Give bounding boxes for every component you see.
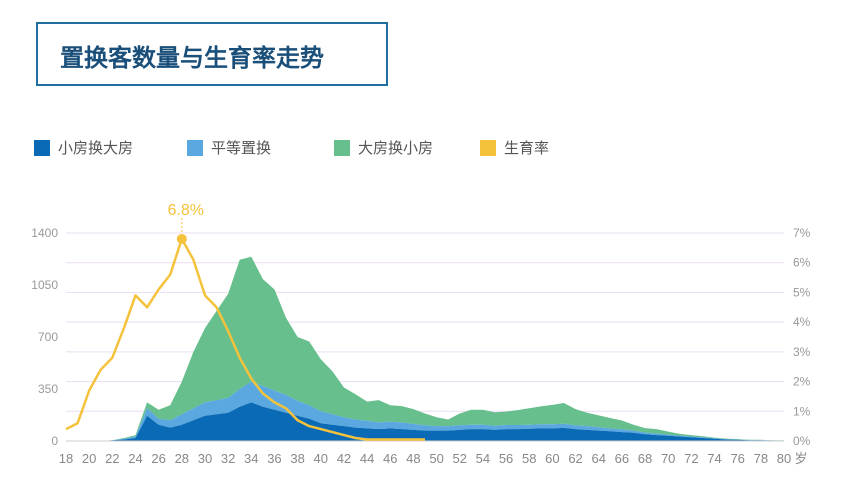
x-tick-label: 70 (661, 451, 675, 466)
x-tick-label: 40 (314, 451, 328, 466)
x-tick-label: 26 (151, 451, 165, 466)
x-tick-label: 58 (522, 451, 536, 466)
fertility-line (65, 237, 425, 441)
x-tick-label: 52 (453, 451, 467, 466)
x-tick-label: 44 (360, 451, 374, 466)
x-tick-label: 38 (290, 451, 304, 466)
area-series-1 (66, 381, 784, 441)
x-tick-label: 72 (684, 451, 698, 466)
x-tick-label: 50 (429, 451, 443, 466)
x-tick-label: 18 (59, 451, 73, 466)
x-tick-label: 28 (175, 451, 189, 466)
x-tick-label: 30 (198, 451, 212, 466)
x-tick-label: 34 (244, 451, 258, 466)
chart-title: 置换客数量与生育率走势 (60, 44, 324, 72)
x-tick-label: 54 (476, 451, 490, 466)
legend-swatch-fertility (480, 140, 496, 156)
legend-label-fertility: 生育率 (504, 139, 550, 157)
y-right-tick-label: 1% (793, 404, 811, 418)
legend-label-big-to-small: 大房换小房 (358, 139, 434, 157)
x-tick-label: 20 (82, 451, 96, 466)
x-tick-label: 60 (545, 451, 559, 466)
x-tick-label: 74 (707, 451, 721, 466)
x-tick-label: 68 (638, 451, 652, 466)
x-axis-unit: 岁 (794, 451, 807, 466)
peak-annotation-label: 6.8% (168, 202, 204, 219)
x-tick-label: 76 (730, 451, 744, 466)
legend-swatch-small-to-big (34, 140, 50, 156)
x-tick-label: 78 (754, 451, 768, 466)
area-series-0 (66, 402, 784, 441)
y-left-tick-label: 0 (51, 434, 58, 448)
y-right-tick-label: 7% (793, 226, 811, 240)
area-series-2 (66, 256, 784, 441)
y-right-tick-label: 4% (793, 315, 811, 329)
peak-point (176, 233, 187, 244)
x-tick-label: 62 (568, 451, 582, 466)
x-tick-label: 24 (128, 451, 142, 466)
x-tick-label: 66 (615, 451, 629, 466)
y-right-tick-label: 5% (793, 285, 811, 299)
x-tick-label: 56 (499, 451, 513, 466)
x-tick-label: 22 (105, 451, 119, 466)
x-tick-label: 32 (221, 451, 235, 466)
y-left-tick-label: 1400 (31, 226, 58, 240)
legend-swatch-big-to-small (334, 140, 350, 156)
x-tick-label: 48 (406, 451, 420, 466)
y-left-tick-label: 1050 (31, 278, 58, 292)
y-left-tick-label: 700 (38, 330, 58, 344)
legend-swatch-equal (187, 140, 203, 156)
y-right-tick-label: 6% (793, 256, 811, 270)
x-tick-label: 64 (591, 451, 605, 466)
y-right-tick-label: 3% (793, 345, 811, 359)
y-right-tick-label: 0% (793, 434, 811, 448)
title-box: 置换客数量与生育率走势 (36, 22, 388, 86)
x-tick-label: 46 (383, 451, 397, 466)
x-tick-label: 36 (267, 451, 281, 466)
y-right-tick-label: 2% (793, 375, 811, 389)
x-tick-label: 42 (337, 451, 351, 466)
legend-label-equal: 平等置换 (211, 139, 272, 157)
y-left-tick-label: 350 (38, 382, 58, 396)
x-tick-label: 80 (777, 451, 791, 466)
legend-label-small-to-big: 小房换大房 (58, 139, 134, 157)
